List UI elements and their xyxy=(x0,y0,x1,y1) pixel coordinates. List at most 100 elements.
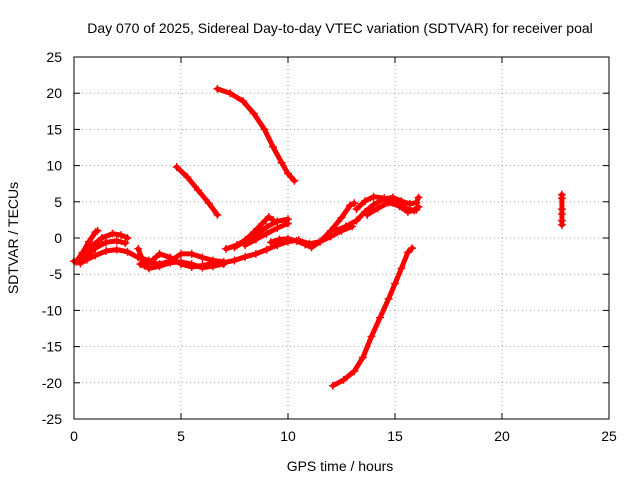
data-point xyxy=(408,244,417,253)
data-point xyxy=(221,244,230,253)
data-point xyxy=(395,202,404,211)
x-tick-label: 25 xyxy=(601,428,617,444)
data-point xyxy=(187,260,196,269)
data-point xyxy=(239,97,248,106)
data-point xyxy=(266,238,275,247)
data-point xyxy=(403,248,412,257)
data-point xyxy=(384,198,393,207)
data-point xyxy=(414,193,423,202)
data-point xyxy=(412,198,421,207)
data-point xyxy=(341,222,350,231)
y-tick-label: 20 xyxy=(46,85,62,101)
data-point xyxy=(369,200,378,209)
x-axis-label: GPS time / hours xyxy=(287,458,394,474)
data-point xyxy=(264,213,273,222)
data-point xyxy=(350,199,359,208)
data-point xyxy=(352,205,361,214)
data-point xyxy=(376,313,385,322)
x-tick-label: 10 xyxy=(280,428,296,444)
data-point xyxy=(102,247,111,256)
y-tick-label: 25 xyxy=(46,49,62,65)
data-point xyxy=(102,238,111,247)
data-point xyxy=(136,260,145,269)
data-point xyxy=(361,197,370,206)
data-point xyxy=(209,262,218,271)
data-point xyxy=(198,253,207,262)
data-point xyxy=(84,237,93,246)
data-point xyxy=(380,194,389,203)
x-tick-label: 20 xyxy=(494,428,510,444)
data-point xyxy=(172,163,181,172)
data-point xyxy=(346,201,355,210)
data-point xyxy=(241,241,250,250)
data-point xyxy=(269,142,278,151)
y-axis-label: SDTVAR / TECUs xyxy=(5,182,21,294)
data-point xyxy=(284,234,292,243)
y-tick-label: -25 xyxy=(42,411,62,427)
data-point xyxy=(337,213,346,222)
data-point xyxy=(251,249,260,258)
data-point xyxy=(307,243,316,252)
data-point xyxy=(391,279,399,288)
x-tick-label: 0 xyxy=(70,428,78,444)
data-point xyxy=(284,219,292,228)
data-point xyxy=(373,204,382,213)
data-point xyxy=(91,251,100,260)
data-point xyxy=(97,234,106,242)
y-tick-label: -10 xyxy=(42,302,62,318)
data-point xyxy=(241,252,250,261)
data-point xyxy=(230,243,239,252)
data-point xyxy=(273,223,282,232)
data-point xyxy=(262,245,271,254)
series-track-14 xyxy=(328,244,417,390)
data-point xyxy=(213,84,222,93)
series-track-9 xyxy=(213,84,299,185)
series-line xyxy=(214,86,297,184)
data-point xyxy=(316,237,325,246)
y-tick-label: -15 xyxy=(42,339,62,355)
data-point xyxy=(275,235,284,244)
data-point xyxy=(117,231,126,240)
y-tick-label: 0 xyxy=(54,230,62,246)
grid-layer xyxy=(74,57,609,419)
data-point xyxy=(557,194,566,203)
series-track-8 xyxy=(172,163,222,219)
data-point xyxy=(363,210,372,219)
data-point xyxy=(331,226,340,235)
data-layer xyxy=(70,84,566,390)
data-point xyxy=(204,199,213,208)
x-tick-label: 15 xyxy=(387,428,403,444)
data-point xyxy=(147,258,156,267)
y-tick-label: -5 xyxy=(50,266,63,282)
data-point xyxy=(134,244,143,253)
series-track-12 xyxy=(241,219,292,250)
data-point xyxy=(123,234,132,242)
data-point xyxy=(249,109,258,118)
data-point xyxy=(557,220,566,229)
data-point xyxy=(405,199,414,208)
data-point xyxy=(262,229,271,238)
series-track-18 xyxy=(557,190,566,229)
data-point xyxy=(177,257,185,266)
data-point xyxy=(328,381,337,390)
data-point xyxy=(403,207,412,216)
data-point xyxy=(187,249,196,258)
data-point xyxy=(80,254,89,263)
series-track-4 xyxy=(80,236,130,263)
data-point xyxy=(397,264,406,273)
data-point xyxy=(301,240,310,249)
data-point xyxy=(350,367,359,376)
data-point xyxy=(290,176,299,185)
data-point xyxy=(292,236,301,245)
data-point xyxy=(260,125,269,134)
data-point xyxy=(138,254,147,263)
data-point xyxy=(93,226,102,235)
data-point xyxy=(72,257,81,266)
data-point xyxy=(144,264,153,273)
tick-layer: 0 5 10 15 20 25 -25 -20 -15 -10 -5 0 5 10 15 20 25 xyxy=(42,49,617,444)
x-tick-label: 5 xyxy=(177,428,185,444)
data-point xyxy=(123,247,132,256)
data-point xyxy=(226,89,235,98)
series-track-7 xyxy=(136,257,228,273)
